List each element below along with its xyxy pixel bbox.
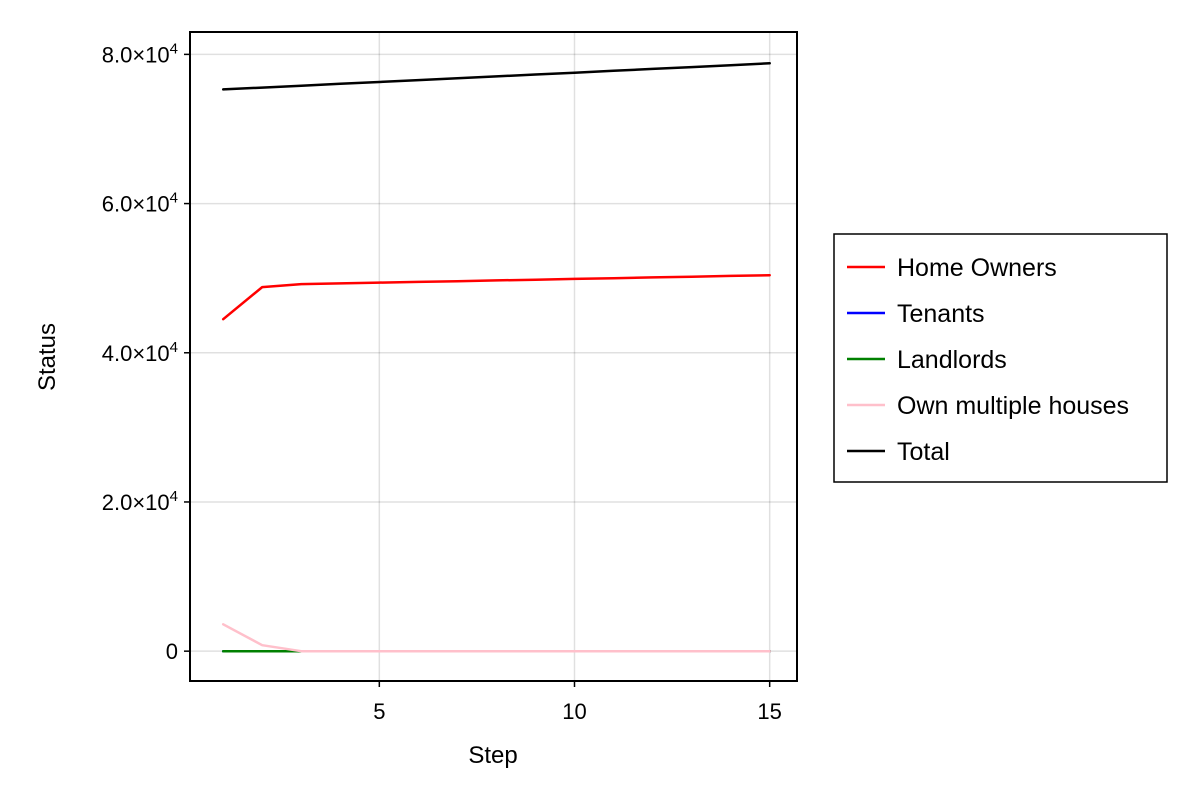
y-tick-label: 2.0×104 bbox=[102, 488, 178, 515]
grid-lines bbox=[190, 32, 797, 681]
y-tick-label: 0 bbox=[166, 639, 178, 664]
y-axis-ticks: 0 2.0×104 4.0×104 6.0×104 8.0×104 bbox=[102, 40, 190, 664]
series-line-own-multiple-houses bbox=[221, 623, 771, 653]
y-axis-label: Status bbox=[34, 323, 61, 391]
legend-items: Home Owners Tenants Landlords Own multiple … bbox=[847, 254, 1129, 466]
legend: Home Owners Tenants Landlords Own multiple … bbox=[833, 233, 1168, 483]
x-tick-label: 15 bbox=[757, 699, 781, 724]
x-axis-label: Step bbox=[468, 742, 517, 769]
legend-label: Total bbox=[897, 438, 950, 466]
y-tick-label: 6.0×104 bbox=[102, 190, 178, 217]
legend-label: Tenants bbox=[897, 300, 985, 328]
legend-label: Landlords bbox=[897, 346, 1007, 374]
x-tick-label: 10 bbox=[562, 699, 586, 724]
series-line-home-owners bbox=[221, 273, 771, 321]
y-tick-label: 4.0×104 bbox=[102, 339, 178, 366]
x-axis-ticks: 5 10 15 bbox=[373, 681, 782, 724]
y-tick-label: 8.0×104 bbox=[102, 40, 178, 67]
series-lines bbox=[221, 62, 771, 653]
legend-label: Own multiple houses bbox=[897, 392, 1129, 420]
series-line-total bbox=[221, 62, 771, 91]
plot-area-frame bbox=[189, 31, 798, 682]
legend-box bbox=[833, 233, 1168, 483]
legend-label: Home Owners bbox=[897, 254, 1057, 282]
x-tick-label: 5 bbox=[373, 699, 385, 724]
